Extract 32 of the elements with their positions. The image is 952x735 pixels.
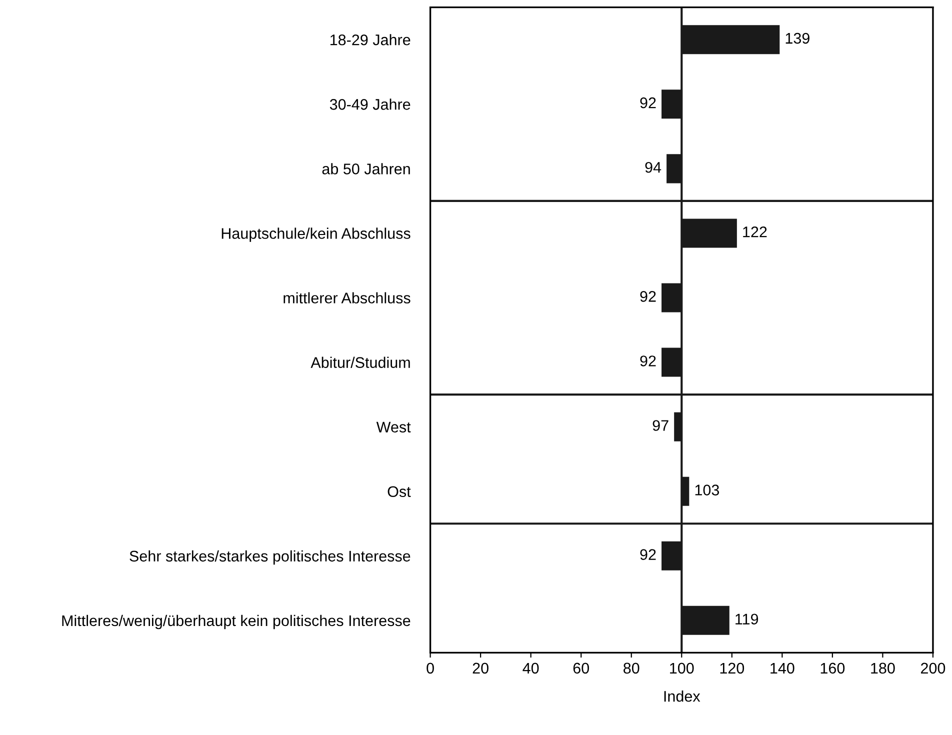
x-tick-label: 140 [770, 662, 794, 674]
x-tick-label: 20 [472, 662, 488, 674]
x-axis-title: Index [664, 690, 700, 702]
x-tick-label: 180 [871, 662, 895, 674]
y-tick-label: Abitur/Studium [310, 356, 410, 368]
data-label: 94 [645, 162, 662, 173]
x-tick-label: 80 [624, 662, 640, 674]
y-tick-label: Ost [388, 486, 411, 498]
data-label: 139 [786, 32, 810, 44]
data-label: 103 [695, 484, 720, 496]
y-tick-label: Sehr starkes/starkes politisches Interesse [130, 550, 410, 565]
x-tick-label: 200 [920, 662, 946, 674]
data-label: 92 [640, 97, 656, 108]
y-tick-label: West [376, 422, 411, 432]
data-label: 97 [652, 420, 668, 431]
data-label: 92 [640, 291, 656, 302]
x-tick-label: 120 [720, 662, 744, 674]
y-tick-label: 30-49 Jahre [330, 98, 410, 110]
y-tick-label: Hauptschule/kein Abschluss [222, 228, 410, 242]
x-tick-label: 0 [426, 662, 434, 674]
y-tick-label: mittlerer Abschluss [284, 292, 410, 304]
data-label: 92 [640, 549, 656, 560]
x-tick-label: 160 [820, 662, 845, 674]
x-tick-label: 60 [573, 662, 589, 674]
y-tick-label: ab 50 Jahren [322, 163, 410, 174]
y-tick-label: Mittleres/wenig/überhaupt kein politisches Interesse [62, 614, 410, 630]
data-label: 119 [736, 614, 758, 625]
data-label: 122 [743, 226, 767, 238]
x-tick-label: 100 [670, 662, 694, 674]
y-tick-label: 18-29 Jahre [330, 34, 410, 46]
data-label: 92 [640, 356, 656, 366]
x-tick-label: 40 [522, 662, 539, 674]
